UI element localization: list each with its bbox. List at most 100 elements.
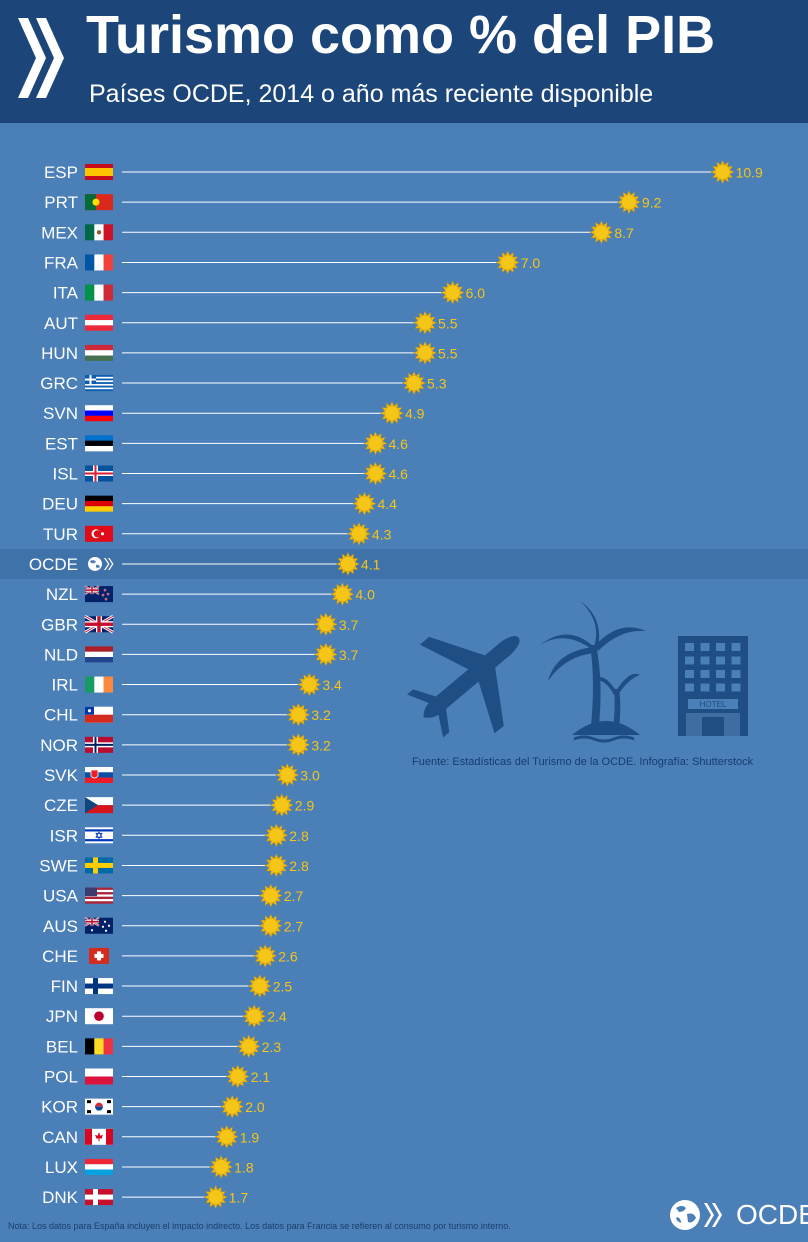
data-point	[253, 943, 278, 968]
page-title: Turismo como % del PIB	[86, 5, 716, 65]
value-label: 4.6	[388, 436, 408, 452]
data-point	[203, 1185, 228, 1210]
flag-icon	[85, 767, 113, 783]
flag-icon	[85, 797, 113, 814]
flag-icon	[85, 344, 113, 361]
flag-icon	[85, 465, 113, 482]
category-label: GRC	[40, 374, 78, 393]
flag-icon	[85, 164, 113, 180]
flag-icon	[85, 676, 113, 693]
category-label: FIN	[51, 977, 78, 996]
category-label: DNK	[42, 1188, 79, 1207]
flag-icon	[85, 314, 113, 331]
data-point	[242, 1004, 267, 1029]
value-label: 3.0	[300, 768, 320, 784]
value-label: 2.1	[251, 1069, 271, 1085]
data-point	[413, 310, 437, 335]
value-label: 10.9	[736, 165, 763, 181]
flag-icon	[85, 525, 113, 542]
data-point	[380, 401, 404, 426]
value-label: 8.7	[614, 225, 634, 241]
data-point	[352, 491, 377, 516]
value-label: 5.5	[438, 315, 458, 331]
data-point	[275, 763, 300, 787]
value-label: 2.9	[295, 798, 315, 814]
data-point	[209, 1155, 234, 1179]
category-label: NLD	[44, 645, 78, 664]
value-label: 2.8	[289, 828, 309, 844]
flag-icon	[85, 887, 113, 904]
hotel-window	[685, 643, 694, 651]
hotel-window	[716, 683, 725, 692]
data-point	[616, 190, 641, 215]
category-label: KOR	[41, 1098, 78, 1117]
category-label: FRA	[44, 253, 79, 272]
category-label: CAN	[42, 1128, 78, 1147]
oecd-logo-mark	[18, 18, 64, 98]
data-point	[286, 732, 311, 757]
flag-icon	[85, 194, 113, 211]
category-label: EST	[45, 434, 78, 453]
category-label: NZL	[46, 585, 78, 604]
category-label: USA	[43, 887, 79, 906]
value-label: 5.3	[427, 376, 447, 392]
value-label: 2.5	[273, 979, 293, 995]
data-point	[258, 883, 283, 908]
category-label: SVK	[44, 766, 79, 785]
footnote: Nota: Los datos para España incluyen el …	[8, 1221, 511, 1231]
dot-chart: ESP 10.9 PRT 9.2 MEX 8.7 FRA 7.0 ITA 6.0 AUT 5.5 HUN…	[0, 160, 808, 1210]
data-point	[440, 280, 465, 305]
airplane-icon	[407, 636, 520, 738]
data-point	[313, 642, 338, 667]
value-label: 2.8	[289, 858, 309, 874]
category-label: GBR	[41, 615, 78, 634]
hotel-window	[716, 656, 725, 665]
flag-icon	[85, 375, 113, 392]
data-point	[225, 1064, 250, 1089]
hotel-window	[685, 656, 694, 665]
category-label: BEL	[46, 1037, 78, 1056]
category-label: CHE	[42, 947, 78, 966]
flag-icon	[85, 1038, 113, 1055]
flag-icon	[85, 1158, 113, 1175]
category-label: TUR	[43, 525, 78, 544]
flag-icon	[85, 1098, 113, 1115]
data-point	[589, 220, 614, 245]
value-label: 1.8	[234, 1159, 254, 1175]
data-point	[346, 521, 371, 546]
value-label: 3.7	[339, 647, 359, 663]
value-label: 4.3	[372, 526, 392, 542]
value-label: 3.4	[322, 677, 342, 693]
category-label: CZE	[44, 796, 78, 815]
hotel-window	[700, 683, 710, 692]
category-label: AUS	[43, 917, 78, 936]
data-point	[710, 160, 735, 184]
value-label: 2.7	[284, 918, 304, 934]
flag-icon	[85, 646, 113, 663]
value-label: 9.2	[642, 195, 662, 211]
flag-icon	[85, 495, 113, 512]
brand-name: OCDE	[736, 1199, 808, 1230]
data-point	[363, 431, 388, 456]
flag-icon	[85, 1128, 113, 1145]
value-label: 4.6	[388, 466, 408, 482]
value-label: 2.4	[267, 1009, 287, 1025]
hotel-window	[731, 643, 741, 651]
data-point	[264, 823, 289, 848]
data-point	[330, 582, 355, 607]
category-label: IRL	[52, 676, 78, 695]
value-label: 3.7	[339, 617, 359, 633]
data-point	[495, 250, 520, 275]
category-label: LUX	[45, 1158, 78, 1177]
value-label: 4.0	[355, 587, 375, 603]
category-label: MEX	[41, 223, 78, 242]
value-label: 3.2	[311, 707, 331, 723]
data-point	[247, 974, 272, 998]
category-label: CHL	[44, 706, 78, 725]
data-point	[363, 461, 388, 486]
category-label: JPN	[46, 1007, 78, 1026]
palm-island-icon	[540, 601, 646, 743]
data-point	[236, 1034, 261, 1059]
value-label: 5.5	[438, 345, 458, 361]
value-label: 1.9	[240, 1129, 260, 1145]
